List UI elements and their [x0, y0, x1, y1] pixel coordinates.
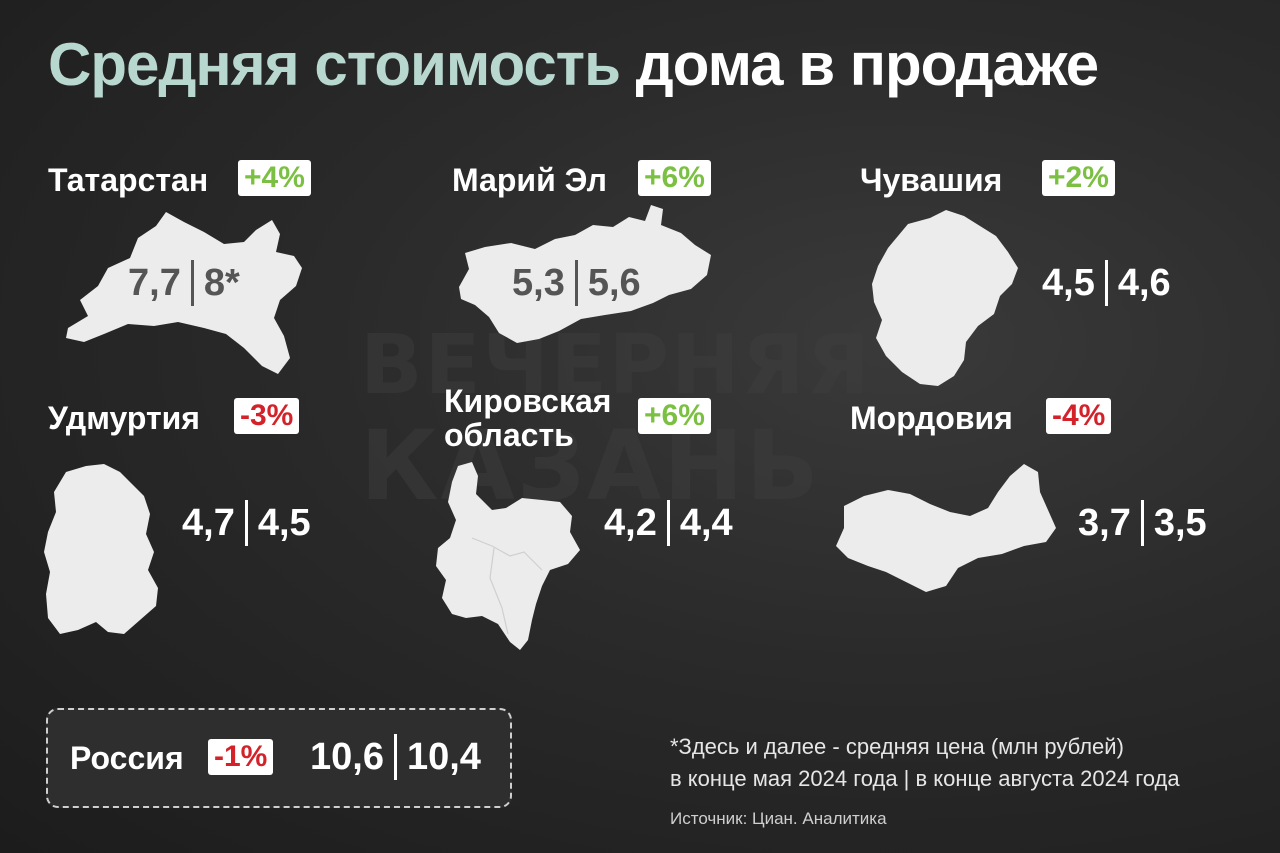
region-name-kirov-line2: область [444, 418, 611, 452]
footnote: *Здесь и далее - средняя цена (млн рубле… [670, 731, 1180, 795]
region-name-chuvashia: Чувашия [860, 163, 1002, 197]
chuvashia-map-shape [868, 206, 1020, 388]
region-name-kirov-line1: Кировская [444, 384, 611, 418]
change-badge-tatarstan: +4% [238, 160, 311, 196]
values-tatarstan: 7,7 8* [128, 260, 240, 306]
value-may-russia: 10,6 [310, 736, 384, 779]
change-badge-mordovia: -4% [1046, 398, 1111, 434]
mordovia-map-shape [834, 462, 1058, 594]
change-badge-kirov: +6% [638, 398, 711, 434]
udmurtia-map-shape [42, 462, 164, 638]
russia-summary-box: Россия -1% 10,6 10,4 [46, 708, 512, 808]
value-aug-mari-el: 5,6 [588, 262, 641, 305]
value-aug-mordovia: 3,5 [1154, 502, 1207, 545]
change-badge-chuvashia: +2% [1042, 160, 1115, 196]
region-name-mordovia: Мордовия [850, 401, 1013, 435]
values-mari-el: 5,3 5,6 [512, 260, 641, 306]
region-name-russia: Россия [70, 741, 184, 775]
page-title: Средняя стоимость дома в продаже [48, 30, 1098, 99]
values-udmurtia: 4,7 4,5 [182, 500, 311, 546]
footnote-line2: в конце мая 2024 года | в конце августа … [670, 763, 1180, 795]
region-name-tatarstan: Татарстан [48, 163, 208, 197]
value-may-kirov: 4,2 [604, 502, 657, 545]
change-badge-mari-el: +6% [638, 160, 711, 196]
value-may-mordovia: 3,7 [1078, 502, 1131, 545]
value-may-udmurtia: 4,7 [182, 502, 235, 545]
value-may-tatarstan: 7,7 [128, 262, 181, 305]
values-mordovia: 3,7 3,5 [1078, 500, 1207, 546]
kirov-map-shape [432, 458, 584, 652]
footnote-line1: *Здесь и далее - средняя цена (млн рубле… [670, 731, 1180, 763]
value-separator [394, 734, 397, 780]
title-main: дома в продаже [636, 31, 1098, 98]
value-aug-tatarstan: 8* [204, 262, 240, 305]
value-aug-russia: 10,4 [407, 736, 481, 779]
values-russia: 10,6 10,4 [310, 734, 481, 780]
value-separator [1105, 260, 1108, 306]
value-separator [245, 500, 248, 546]
values-chuvashia: 4,5 4,6 [1042, 260, 1171, 306]
title-accent: Средняя стоимость [48, 31, 620, 98]
value-separator [667, 500, 670, 546]
value-separator [1141, 500, 1144, 546]
value-separator [575, 260, 578, 306]
value-may-mari-el: 5,3 [512, 262, 565, 305]
region-name-kirov: Кировская область [444, 384, 611, 452]
change-badge-russia: -1% [208, 739, 273, 775]
value-aug-kirov: 4,4 [680, 502, 733, 545]
region-name-mari-el: Марий Эл [452, 163, 607, 197]
values-kirov: 4,2 4,4 [604, 500, 733, 546]
value-separator [191, 260, 194, 306]
change-badge-udmurtia: -3% [234, 398, 299, 434]
region-name-udmurtia: Удмуртия [48, 401, 200, 435]
value-aug-udmurtia: 4,5 [258, 502, 311, 545]
source-note: Источник: Циан. Аналитика [670, 809, 887, 829]
value-may-chuvashia: 4,5 [1042, 262, 1095, 305]
value-aug-chuvashia: 4,6 [1118, 262, 1171, 305]
